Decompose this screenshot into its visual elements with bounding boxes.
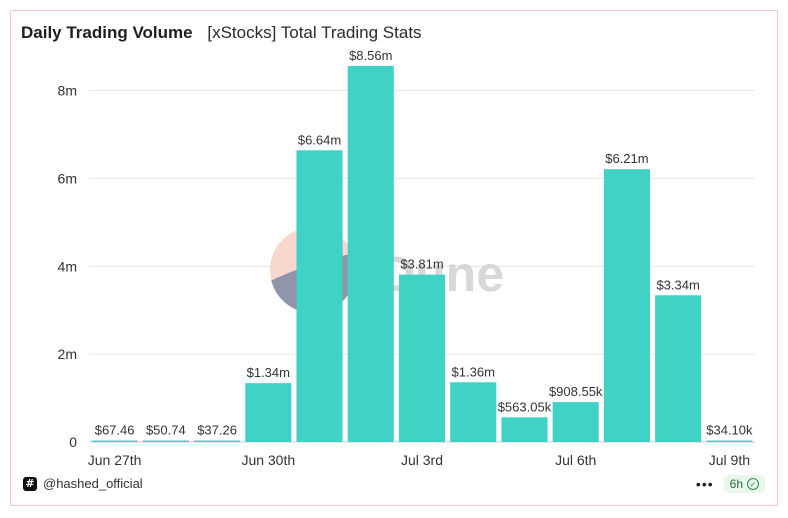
data-label: $3.34m [656, 277, 699, 292]
chart-subtitle[interactable]: [xStocks] Total Trading Stats [207, 23, 422, 42]
bar[interactable] [450, 382, 497, 442]
data-label: $67.46 [95, 423, 135, 438]
chart-header: Daily Trading Volume [xStocks] Total Tra… [21, 23, 422, 43]
data-label: $1.36m [452, 364, 495, 379]
bar[interactable] [398, 274, 446, 442]
data-label: $8.56m [349, 48, 392, 63]
hashtag-icon: # [23, 476, 37, 491]
author-link[interactable]: @hashed_official [43, 476, 143, 491]
bar[interactable] [501, 417, 548, 442]
bar[interactable] [706, 440, 753, 443]
x-tick-label: Jun 27th [88, 452, 142, 468]
chart-footer: # @hashed_official [23, 476, 143, 491]
data-label: $908.55k [549, 384, 603, 399]
bar[interactable] [552, 402, 599, 442]
data-label: $37.26 [197, 423, 237, 438]
chart-card: Daily Trading Volume [xStocks] Total Tra… [10, 10, 778, 506]
bar-chart: Dune $67.46 $50.74 $37.26$1.34m$6.64m$8.56… [58, 48, 755, 468]
refresh-interval: 6h [729, 477, 743, 491]
bars [91, 65, 753, 443]
x-axis: Jun 27th Jun 30th Jul 3rd Jul 6th Jul 9th [88, 452, 750, 468]
data-label: $563.05k [498, 399, 552, 414]
bar[interactable] [603, 169, 650, 442]
x-tick-label: Jul 6th [555, 452, 596, 468]
chart-title: Daily Trading Volume [21, 23, 193, 42]
data-label: $50.74 [146, 423, 186, 438]
bar[interactable] [296, 150, 343, 442]
bar[interactable] [347, 65, 394, 443]
x-tick-label: Jul 3rd [401, 452, 443, 468]
check-circle-icon: ✓ [747, 478, 759, 490]
data-label: $34.10k [706, 423, 753, 438]
footer-actions: ••• 6h ✓ [696, 475, 765, 493]
y-tick-label: 0 [69, 434, 77, 450]
data-label: $3.81m [400, 257, 443, 272]
data-label: $6.21m [605, 151, 648, 166]
refresh-badge[interactable]: 6h ✓ [723, 475, 765, 493]
data-label: $1.34m [247, 365, 290, 380]
data-labels: $67.46 $50.74 $37.26 $1.34m $6.64m $8.56m $3.8… [95, 48, 753, 438]
bar[interactable] [91, 440, 138, 443]
x-tick-label: Jun 30th [241, 452, 295, 468]
y-tick-label: 8m [58, 83, 77, 99]
more-options-icon[interactable]: ••• [695, 476, 714, 492]
bar[interactable] [245, 383, 292, 442]
data-label: $6.64m [298, 132, 341, 147]
x-tick-label: Jul 9th [709, 452, 750, 468]
bar[interactable] [142, 440, 189, 443]
y-tick-label: 2m [58, 346, 77, 362]
bar[interactable] [194, 440, 241, 443]
y-tick-label: 6m [58, 170, 77, 186]
y-tick-label: 4m [58, 258, 77, 274]
y-axis: 0 2m 4m 6m 8m [58, 83, 78, 450]
bar[interactable] [655, 295, 702, 442]
